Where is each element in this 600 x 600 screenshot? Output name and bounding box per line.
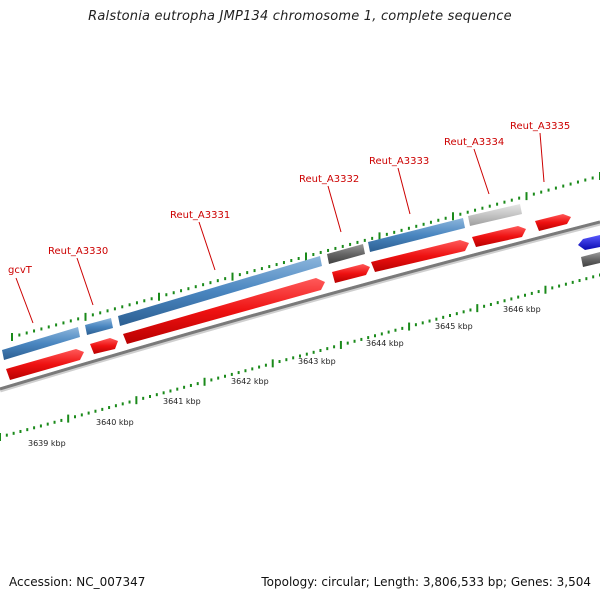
gene-block-reverse-1[interactable] [2,327,80,360]
gene-block-light-1[interactable] [468,204,522,226]
gene-arrow-forward-1[interactable] [6,349,84,380]
gene-label-reut-a3330-text: Reut_A3330 [48,246,108,257]
map-title: Ralstonia eutropha JMP134 chromosome 1, … [88,9,512,24]
gene-label-reut-a3335[interactable]: Reut_A3335 [510,121,570,183]
gene-label-reut-a3333[interactable]: Reut_A3333 [369,156,429,215]
ruler-label-2: 3641 kbp [163,397,201,406]
gene-block-pseudo-2[interactable] [581,252,600,267]
gene-arrow-forward-5[interactable] [371,240,469,272]
ruler-label-3: 3642 kbp [231,377,269,386]
gene-label-reut-a3330[interactable]: Reut_A3330 [48,246,108,306]
gene-block-pseudo-1[interactable] [327,244,365,264]
ruler-label-1: 3640 kbp [96,418,134,427]
gene-block-reverse-4[interactable] [368,218,465,252]
gene-label-reut-a3332-text: Reut_A3332 [299,174,359,185]
ruler-label-4: 3643 kbp [298,357,336,366]
gene-arrow-forward-3[interactable] [123,278,325,344]
ruler-label-0: 3639 kbp [28,439,66,448]
accession-text: Accession: NC_007347 [9,575,146,589]
gene-arrow-forward-2[interactable] [90,338,118,354]
gene-block-reverse-2[interactable] [85,318,113,335]
gene-labels: gcvT Reut_A3330 Reut_A3331 Reut_A3332 Re… [8,121,570,324]
gene-block-rna-1[interactable] [578,235,600,250]
inner-tick-row: 3639 kbp 3640 kbp 3641 kbp 3642 kbp 3643 kbp… [0,273,600,448]
gene-label-reut-a3333-text: Reut_A3333 [369,156,429,167]
ruler-label-5: 3644 kbp [366,339,404,348]
ruler-label-6: 3645 kbp [435,322,473,331]
gene-arrow-forward-4[interactable] [332,264,370,283]
gene-label-reut-a3331[interactable]: Reut_A3331 [170,210,230,271]
topology-summary-text: Topology: circular; Length: 3,806,533 bp… [261,575,591,589]
gene-label-gcvt[interactable]: gcvT [8,265,34,324]
gene-label-reut-a3335-text: Reut_A3335 [510,121,570,132]
reverse-strand-genes [2,204,600,360]
gene-label-reut-a3332[interactable]: Reut_A3332 [299,174,359,233]
gene-label-gcvt-text: gcvT [8,265,33,276]
ruler-label-7: 3646 kbp [503,305,541,314]
gene-arrow-forward-6[interactable] [472,226,526,247]
gene-label-reut-a3334[interactable]: Reut_A3334 [444,137,504,195]
gene-label-reut-a3331-text: Reut_A3331 [170,210,230,221]
gene-block-reverse-3[interactable] [118,256,322,326]
backbone [0,220,600,393]
outer-tick-row [11,172,600,341]
gene-arrow-forward-7[interactable] [535,214,571,231]
forward-strand-genes [6,214,600,380]
gene-label-reut-a3334-text: Reut_A3334 [444,137,504,148]
